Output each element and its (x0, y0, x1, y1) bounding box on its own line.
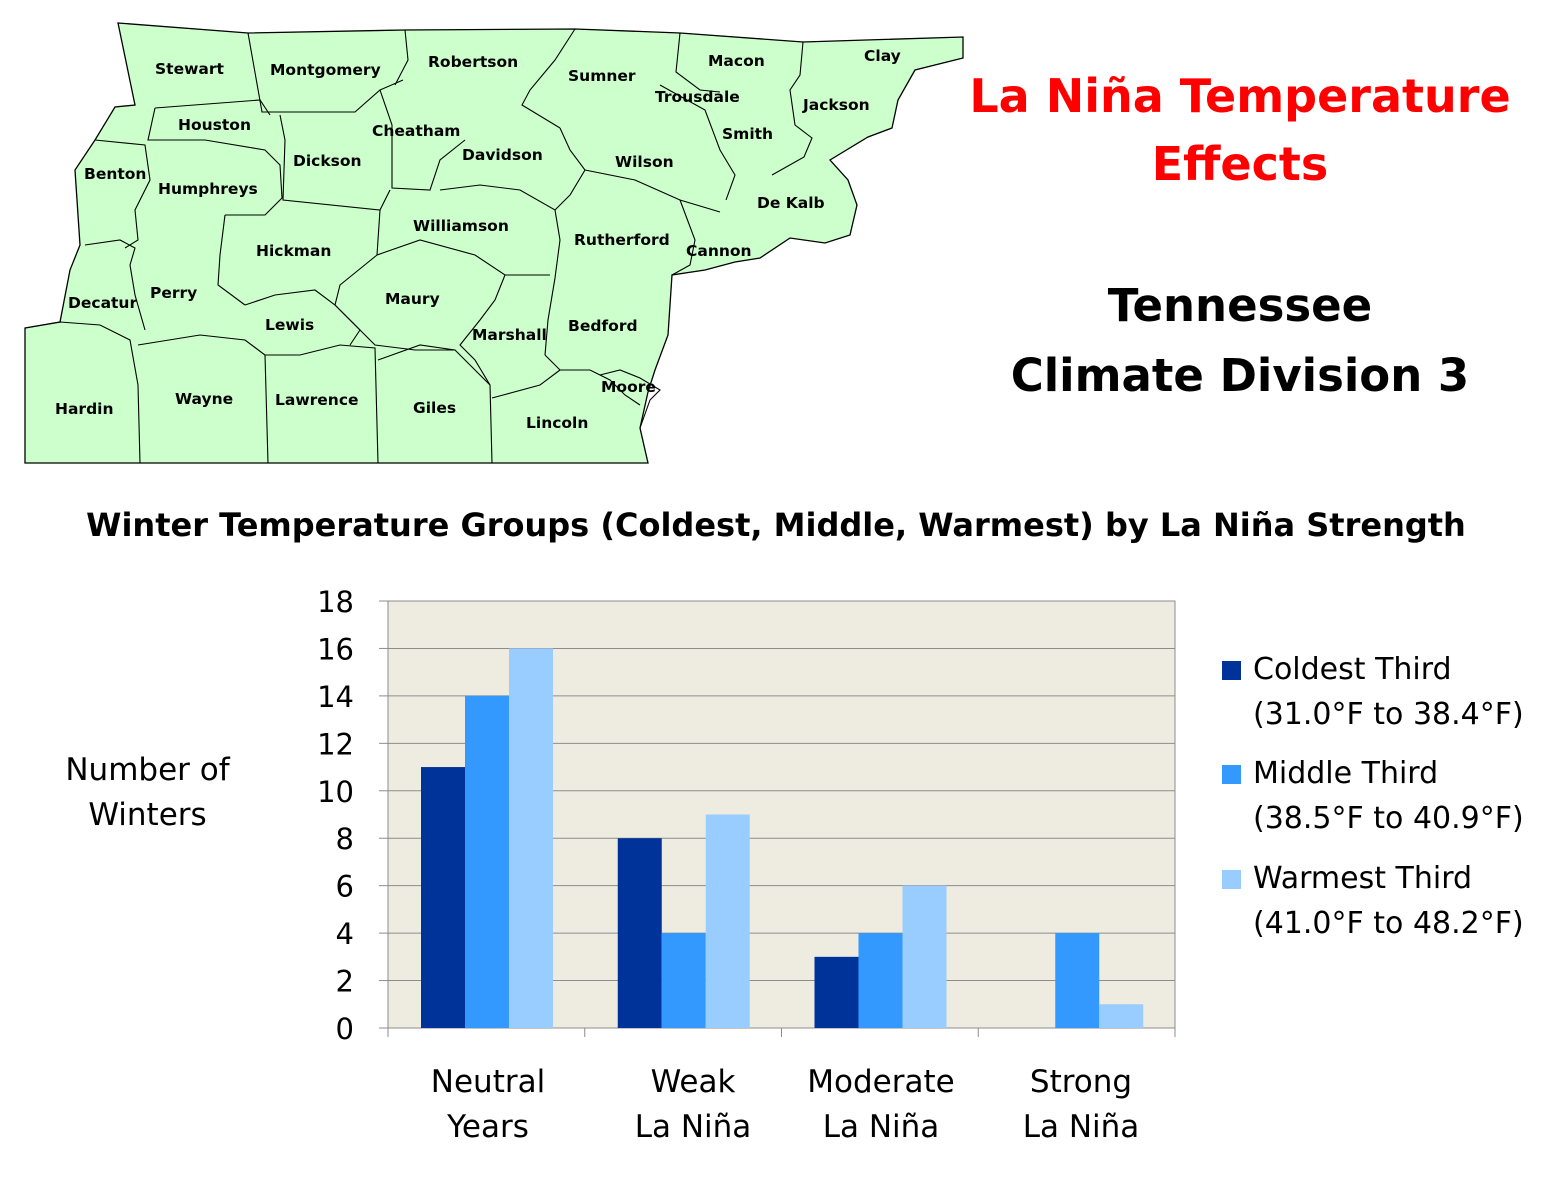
category-label-line2: Years (447, 1109, 529, 1145)
y-tick-label: 0 (336, 1012, 354, 1046)
main-title-line2: Effects (1151, 137, 1329, 191)
y-tick-label: 4 (336, 917, 354, 951)
bar-warmest-third-1 (705, 814, 750, 1028)
legend-item: Middle Third (38.5°F to 40.9°F) (1222, 751, 1524, 841)
y-tick-label: 12 (317, 727, 354, 761)
category-label: Neutral Years (388, 1060, 588, 1150)
subtitle-line1: Tennessee (1107, 279, 1373, 332)
map-outline (24, 22, 964, 464)
county-label-giles: Giles (413, 399, 456, 417)
y-tick-label: 2 (336, 965, 354, 999)
legend-series-range: (31.0°F to 38.4°F) (1253, 697, 1524, 732)
y-tick-label: 14 (317, 680, 354, 714)
category-label-line1: Neutral (430, 1064, 546, 1100)
county-label-montgomery: Montgomery (270, 61, 381, 79)
county-label-davidson: Davidson (462, 146, 543, 164)
county-label-robertson: Robertson (428, 53, 518, 71)
bar-coldest-third-0 (421, 767, 465, 1028)
category-label-line1: Moderate (807, 1064, 955, 1100)
county-label-de-kalb: De Kalb (757, 194, 825, 212)
bar-coldest-third-1 (617, 838, 662, 1028)
county-label-perry: Perry (150, 284, 197, 302)
bar-middle-third-3 (1055, 933, 1100, 1028)
bar-middle-third-0 (465, 695, 509, 1028)
y-axis-label-line2: Winters (88, 797, 207, 833)
category-label-line1: Strong (1029, 1064, 1133, 1100)
y-axis-label: Number of Winters (40, 748, 255, 838)
county-label-moore: Moore (601, 378, 656, 396)
county-label-wayne: Wayne (175, 390, 233, 408)
county-label-rutherford: Rutherford (574, 231, 670, 249)
legend-series-name: Warmest Third (1253, 861, 1473, 896)
county-label-sumner: Sumner (568, 67, 636, 85)
bar-middle-third-2 (858, 933, 903, 1028)
legend-series-range: (41.0°F to 48.2°F) (1253, 906, 1524, 941)
legend-series-range: (38.5°F to 40.9°F) (1253, 801, 1524, 836)
bar-warmest-third-3 (1099, 1004, 1144, 1028)
y-tick-label: 8 (336, 822, 354, 856)
county-label-cannon: Cannon (686, 242, 752, 260)
county-label-maury: Maury (385, 290, 440, 308)
bar-warmest-third-0 (509, 648, 553, 1028)
bar-coldest-third-2 (814, 956, 859, 1028)
county-label-trousdale: Trousdale (655, 88, 740, 106)
county-label-clay: Clay (864, 47, 901, 65)
category-label-line2: La Niña (822, 1109, 940, 1145)
county-label-houston: Houston (178, 116, 251, 134)
y-tick-label: 18 (317, 585, 354, 619)
county-label-humphreys: Humphreys (158, 180, 258, 198)
county-map: Stewart Montgomery Robertson Sumner Macon Cla… (24, 22, 964, 464)
bar-warmest-third-2 (902, 885, 947, 1028)
county-labels: Stewart Montgomery Robertson Sumner Macon Cla… (55, 47, 901, 432)
county-label-jackson: Jackson (802, 96, 870, 114)
county-label-hardin: Hardin (55, 400, 114, 418)
bar-middle-third-1 (661, 933, 706, 1028)
county-label-williamson: Williamson (413, 217, 509, 235)
legend-swatch (1222, 870, 1241, 889)
y-tick-label: 6 (336, 870, 354, 904)
county-label-benton: Benton (84, 165, 146, 183)
county-label-lawrence: Lawrence (275, 391, 359, 409)
legend-swatch (1222, 765, 1241, 784)
category-label: Weak La Niña (593, 1060, 793, 1150)
county-label-dickson: Dickson (293, 152, 362, 170)
county-label-wilson: Wilson (615, 153, 674, 171)
y-axis-label-line1: Number of (65, 752, 230, 788)
legend-item: Warmest Third (41.0°F to 48.2°F) (1222, 856, 1524, 946)
legend-item: Coldest Third (31.0°F to 38.4°F) (1222, 647, 1524, 737)
county-label-stewart: Stewart (155, 60, 225, 78)
county-label-hickman: Hickman (256, 242, 331, 260)
county-label-marshall: Marshall (472, 326, 547, 344)
subtitle-line2: Climate Division 3 (1010, 349, 1470, 402)
county-label-decatur: Decatur (68, 294, 137, 312)
legend-series-name: Middle Third (1253, 756, 1439, 791)
legend-series-name: Coldest Third (1253, 652, 1452, 687)
county-label-macon: Macon (708, 52, 765, 70)
y-tick-label: 16 (317, 632, 354, 666)
county-label-lewis: Lewis (265, 316, 314, 334)
category-label-line2: La Niña (1022, 1109, 1140, 1145)
category-label: Strong La Niña (981, 1060, 1181, 1150)
category-label-line1: Weak (650, 1064, 736, 1100)
y-tick-label: 10 (317, 775, 354, 809)
county-label-lincoln: Lincoln (526, 414, 588, 432)
chart-title: Winter Temperature Groups (Coldest, Midd… (86, 506, 1466, 544)
category-label-line2: La Niña (634, 1109, 752, 1145)
county-label-cheatham: Cheatham (372, 122, 460, 140)
county-label-bedford: Bedford (568, 317, 638, 335)
main-title-line1: La Niña Temperature (969, 69, 1511, 123)
county-label-smith: Smith (722, 125, 773, 143)
legend-swatch (1222, 661, 1241, 680)
category-label: Moderate La Niña (781, 1060, 981, 1150)
